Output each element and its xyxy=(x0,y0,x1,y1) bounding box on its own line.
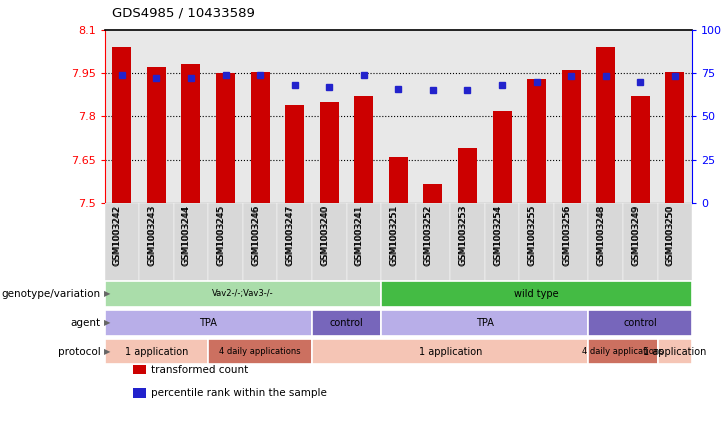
Bar xyxy=(147,67,166,203)
Bar xyxy=(423,184,443,203)
Text: GSM1003245: GSM1003245 xyxy=(216,206,226,266)
Text: GSM1003250: GSM1003250 xyxy=(666,206,675,266)
Bar xyxy=(588,310,692,336)
Text: GSM1003246: GSM1003246 xyxy=(251,206,260,266)
Text: GSM1003253: GSM1003253 xyxy=(459,205,467,265)
Text: GSM1003253: GSM1003253 xyxy=(459,206,467,266)
Text: TPA: TPA xyxy=(476,318,494,328)
Text: GSM1003248: GSM1003248 xyxy=(597,206,606,266)
Text: GSM1003256: GSM1003256 xyxy=(562,206,571,266)
Bar xyxy=(381,203,415,281)
Text: GSM1003245: GSM1003245 xyxy=(216,205,226,265)
Bar xyxy=(588,203,623,281)
Bar xyxy=(519,203,554,281)
Text: 4 daily applications: 4 daily applications xyxy=(583,347,664,356)
Bar xyxy=(485,203,519,281)
Bar xyxy=(527,79,546,203)
Text: GSM1003255: GSM1003255 xyxy=(528,206,536,266)
Text: GSM1003254: GSM1003254 xyxy=(493,206,502,266)
Bar xyxy=(182,64,200,203)
Text: GSM1003246: GSM1003246 xyxy=(251,205,260,265)
Bar xyxy=(623,203,658,281)
Text: control: control xyxy=(624,318,657,328)
Bar xyxy=(596,47,615,203)
Text: GSM1003242: GSM1003242 xyxy=(112,206,122,266)
Text: 1 application: 1 application xyxy=(418,346,482,357)
Text: control: control xyxy=(329,318,363,328)
Bar xyxy=(105,203,139,281)
Bar xyxy=(658,203,692,281)
Bar xyxy=(389,157,408,203)
Text: GSM1003241: GSM1003241 xyxy=(355,206,364,266)
Bar xyxy=(285,105,304,203)
Text: GSM1003252: GSM1003252 xyxy=(424,205,433,265)
Bar xyxy=(492,110,512,203)
Bar xyxy=(243,203,278,281)
Text: GSM1003244: GSM1003244 xyxy=(182,205,191,265)
Bar xyxy=(216,73,235,203)
Text: GSM1003249: GSM1003249 xyxy=(632,206,640,266)
Text: Vav2-/-;Vav3-/-: Vav2-/-;Vav3-/- xyxy=(212,289,274,299)
Bar xyxy=(208,338,312,365)
Text: TPA: TPA xyxy=(199,318,217,328)
Bar xyxy=(312,310,381,336)
Bar xyxy=(251,71,270,203)
Text: GSM1003251: GSM1003251 xyxy=(389,206,398,266)
Text: ▶: ▶ xyxy=(104,289,110,299)
Text: GSM1003243: GSM1003243 xyxy=(147,206,156,266)
Text: GDS4985 / 10433589: GDS4985 / 10433589 xyxy=(112,6,255,19)
Bar xyxy=(112,47,131,203)
Bar xyxy=(105,310,312,336)
Bar xyxy=(554,203,588,281)
Text: transformed count: transformed count xyxy=(151,365,248,375)
Text: GSM1003243: GSM1003243 xyxy=(147,205,156,265)
Text: GSM1003255: GSM1003255 xyxy=(528,205,536,265)
Text: ▶: ▶ xyxy=(104,347,110,356)
Text: GSM1003247: GSM1003247 xyxy=(286,205,295,265)
Text: GSM1003256: GSM1003256 xyxy=(562,205,571,265)
Text: genotype/variation: genotype/variation xyxy=(2,289,101,299)
Bar xyxy=(139,203,174,281)
Text: GSM1003244: GSM1003244 xyxy=(182,206,191,266)
Bar xyxy=(415,203,450,281)
Bar xyxy=(319,102,339,203)
Bar xyxy=(312,338,588,365)
Bar xyxy=(354,96,373,203)
Text: GSM1003248: GSM1003248 xyxy=(597,205,606,265)
Bar xyxy=(665,71,684,203)
Text: ▶: ▶ xyxy=(104,318,110,327)
Text: GSM1003252: GSM1003252 xyxy=(424,206,433,266)
Text: 4 daily applications: 4 daily applications xyxy=(219,347,301,356)
Bar xyxy=(450,203,485,281)
Bar xyxy=(312,203,347,281)
Bar xyxy=(105,338,208,365)
Text: 1 application: 1 application xyxy=(125,346,188,357)
Text: GSM1003249: GSM1003249 xyxy=(632,205,640,265)
Text: protocol: protocol xyxy=(58,346,101,357)
Text: GSM1003240: GSM1003240 xyxy=(320,206,329,266)
Bar xyxy=(631,96,650,203)
Bar xyxy=(174,203,208,281)
Bar xyxy=(562,70,580,203)
Bar xyxy=(347,203,381,281)
Bar xyxy=(658,338,692,365)
Text: GSM1003250: GSM1003250 xyxy=(666,205,675,265)
Text: wild type: wild type xyxy=(514,289,559,299)
Text: GSM1003242: GSM1003242 xyxy=(112,205,122,265)
Bar xyxy=(381,281,692,307)
Text: agent: agent xyxy=(71,318,101,328)
Bar xyxy=(278,203,312,281)
Bar xyxy=(381,310,588,336)
Text: GSM1003254: GSM1003254 xyxy=(493,205,502,265)
Bar xyxy=(588,338,658,365)
Bar xyxy=(208,203,243,281)
Text: 1 application: 1 application xyxy=(643,346,707,357)
Text: percentile rank within the sample: percentile rank within the sample xyxy=(151,388,327,398)
Text: GSM1003240: GSM1003240 xyxy=(320,205,329,265)
Text: GSM1003247: GSM1003247 xyxy=(286,206,295,266)
Text: GSM1003251: GSM1003251 xyxy=(389,205,398,265)
Bar xyxy=(105,281,381,307)
Text: GSM1003241: GSM1003241 xyxy=(355,205,364,265)
Bar xyxy=(458,148,477,203)
